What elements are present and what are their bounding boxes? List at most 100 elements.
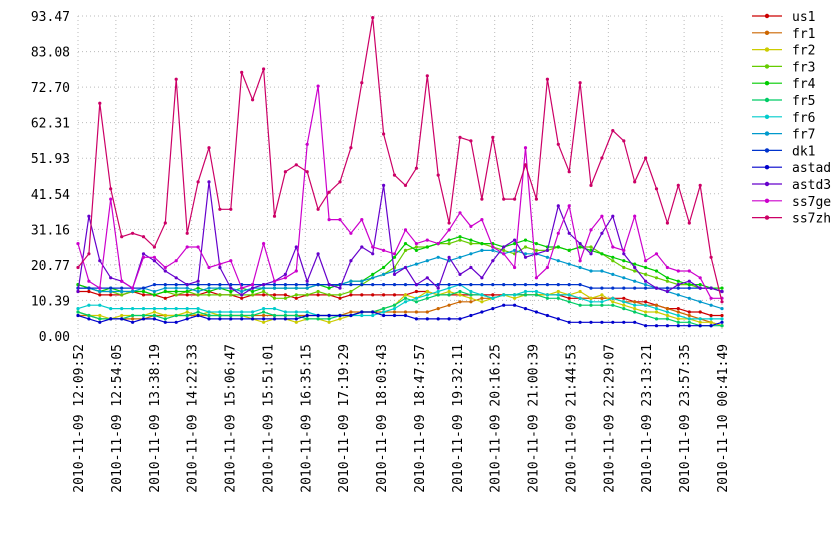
data-point — [447, 303, 451, 307]
data-point — [76, 242, 80, 246]
data-point — [338, 218, 342, 222]
data-point — [305, 293, 309, 297]
data-point — [556, 283, 560, 287]
data-point — [480, 293, 484, 297]
data-point — [687, 283, 691, 287]
data-point — [600, 293, 604, 297]
data-point — [676, 293, 680, 297]
data-point — [447, 228, 451, 232]
data-point — [665, 324, 670, 328]
legend-item-us1: us1 — [752, 10, 815, 25]
data-point — [622, 286, 626, 290]
data-point — [502, 197, 506, 201]
data-point — [709, 324, 713, 328]
data-point — [425, 296, 429, 300]
data-point — [534, 276, 539, 280]
data-point — [578, 303, 582, 307]
legend-item-astad: astad — [752, 161, 831, 176]
data-point — [382, 183, 386, 187]
data-point — [687, 279, 691, 283]
data-point — [491, 248, 495, 252]
data-point — [327, 218, 331, 222]
data-point — [382, 310, 386, 314]
data-point — [76, 265, 80, 270]
data-point — [611, 300, 615, 304]
data-point — [545, 77, 550, 81]
data-point — [676, 279, 680, 283]
data-point — [98, 320, 102, 324]
data-point — [556, 317, 560, 321]
data-point — [218, 293, 222, 297]
data-point — [174, 77, 178, 81]
legend-marker — [764, 13, 770, 19]
data-point — [87, 303, 91, 307]
data-point — [218, 317, 222, 321]
data-point — [545, 265, 550, 270]
data-point — [436, 307, 440, 311]
series-line-fr7 — [78, 249, 723, 310]
data-point — [600, 300, 604, 304]
data-point — [403, 265, 408, 270]
data-point — [578, 283, 582, 287]
legend-marker — [764, 181, 770, 187]
data-point — [338, 296, 342, 300]
data-point — [436, 286, 440, 290]
legend-item-ss7zh: ss7zh — [752, 212, 831, 227]
data-point — [305, 283, 309, 287]
y-tick-label: 83.08 — [31, 46, 70, 61]
data-point — [98, 303, 102, 307]
data-point — [349, 283, 353, 287]
data-point — [131, 231, 135, 235]
data-point — [185, 293, 189, 297]
data-point — [262, 283, 266, 287]
data-point — [272, 313, 277, 318]
data-point — [665, 265, 670, 270]
data-point — [251, 313, 255, 318]
legend-label: ss7ge — [792, 195, 831, 210]
data-point — [545, 255, 550, 259]
data-point — [392, 283, 397, 287]
data-point — [272, 296, 277, 300]
data-point — [589, 252, 593, 256]
x-tick-label: 2010-11-09 21:00:39 — [527, 344, 542, 493]
legend-marker — [764, 97, 770, 103]
data-point — [414, 310, 418, 314]
data-point — [589, 300, 593, 304]
data-point — [371, 252, 375, 256]
data-point — [327, 286, 331, 290]
data-point — [403, 300, 408, 304]
data-point — [229, 317, 233, 321]
data-point — [196, 286, 200, 290]
y-axis-ticks: 0.00 10.39 20.77 31.16 41.54 51.93 62.31 72.70 8… — [31, 10, 70, 345]
data-point — [251, 283, 255, 287]
data-point — [534, 252, 539, 256]
data-point — [360, 293, 364, 297]
data-point — [316, 252, 320, 256]
data-point — [665, 313, 670, 318]
data-point — [371, 313, 375, 318]
data-point — [425, 317, 429, 321]
data-point — [633, 300, 637, 304]
data-point — [633, 262, 637, 266]
data-point — [600, 320, 604, 324]
data-point — [131, 286, 135, 290]
data-point — [218, 310, 222, 314]
data-point — [294, 283, 298, 287]
data-point — [305, 170, 309, 174]
y-tick-label: 72.70 — [31, 81, 70, 96]
data-point — [327, 317, 331, 321]
data-point — [534, 248, 539, 252]
data-point — [163, 317, 167, 321]
data-point — [87, 286, 91, 290]
data-point — [371, 276, 375, 280]
data-point — [382, 265, 386, 270]
data-point — [338, 180, 342, 184]
data-point — [567, 296, 571, 300]
legend-marker — [764, 215, 770, 220]
data-point — [229, 259, 233, 263]
data-point — [382, 283, 386, 287]
data-point — [240, 286, 244, 290]
data-point — [545, 283, 550, 287]
data-point — [174, 320, 178, 324]
